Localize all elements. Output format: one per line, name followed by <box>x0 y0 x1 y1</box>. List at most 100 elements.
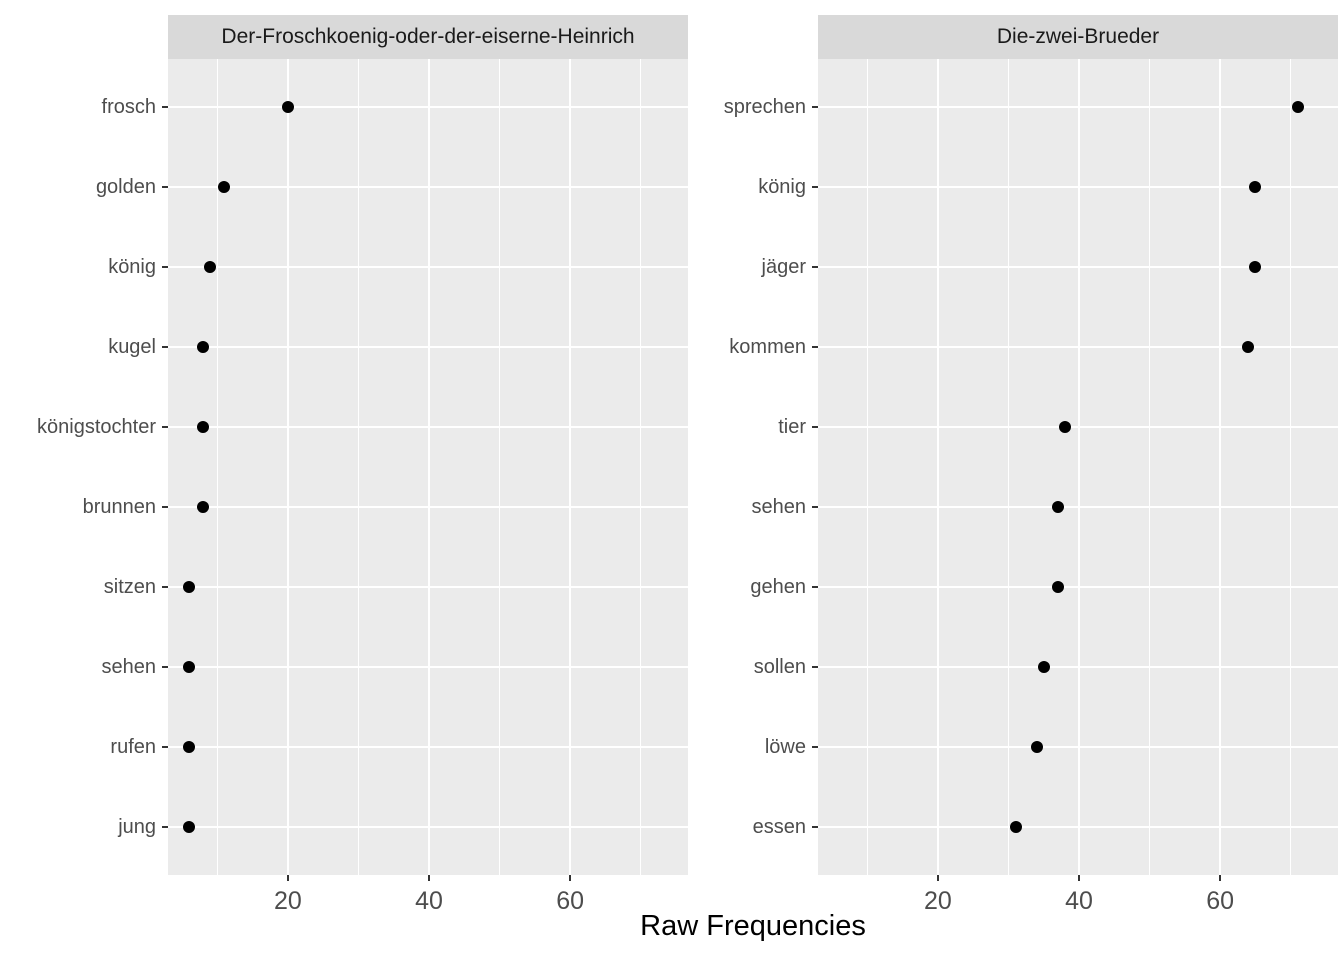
y-tick <box>812 586 818 588</box>
data-point <box>204 261 217 273</box>
y-gridline <box>168 506 688 508</box>
y-gridline <box>168 586 688 588</box>
y-tick <box>812 746 818 748</box>
x-gridline-minor <box>216 59 218 875</box>
x-tick-label: 60 <box>1206 887 1235 915</box>
data-point <box>197 341 210 353</box>
y-tick <box>162 586 168 588</box>
data-point <box>197 501 210 513</box>
data-point <box>1030 741 1043 753</box>
x-tick <box>286 875 289 881</box>
x-gridline-minor <box>1149 59 1151 875</box>
x-gridline-major <box>1219 59 1222 875</box>
y-gridline <box>818 826 1338 828</box>
y-axis-label: golden <box>95 176 156 198</box>
y-gridline <box>168 426 688 428</box>
y-tick <box>162 266 168 268</box>
y-tick <box>162 186 168 188</box>
y-tick <box>162 426 168 428</box>
y-tick <box>812 346 818 348</box>
y-gridline <box>168 186 688 188</box>
y-tick <box>812 506 818 508</box>
y-axis-label: brunnen <box>82 496 156 518</box>
y-gridline <box>818 266 1338 268</box>
y-tick <box>162 106 168 108</box>
y-tick <box>162 746 168 748</box>
data-point <box>183 741 196 753</box>
y-axis-label: rufen <box>110 736 156 758</box>
x-tick <box>936 875 939 881</box>
y-tick <box>812 186 818 188</box>
x-gridline-major <box>286 59 289 875</box>
y-tick <box>812 266 818 268</box>
plot-panel-right <box>818 59 1338 875</box>
facet-title-right: Die-zwei-Brueder <box>996 25 1160 48</box>
y-tick <box>162 666 168 668</box>
y-gridline <box>818 186 1338 188</box>
x-gridline-minor <box>358 59 359 875</box>
x-axis-title: Raw Frequencies <box>640 910 866 942</box>
x-tick-label: 20 <box>924 887 952 915</box>
y-axis-label: frosch <box>101 96 156 118</box>
data-point <box>197 421 210 433</box>
x-tick <box>1219 875 1222 881</box>
x-gridline-minor <box>1290 59 1292 875</box>
y-gridline <box>818 506 1338 508</box>
x-gridline-minor <box>1008 59 1009 875</box>
y-gridline <box>818 586 1338 588</box>
data-point <box>1249 261 1262 273</box>
y-axis-label: jäger <box>761 256 806 278</box>
x-tick-label: 20 <box>274 887 302 915</box>
y-tick <box>812 666 818 668</box>
data-point <box>1242 341 1255 353</box>
y-axis-label: kugel <box>108 336 156 358</box>
x-tick <box>428 875 431 881</box>
y-gridline <box>818 746 1338 748</box>
y-axis-label: gehen <box>750 576 806 598</box>
y-axis-label: königstochter <box>37 416 156 438</box>
y-axis-label: löwe <box>764 736 806 758</box>
y-gridline <box>168 346 688 348</box>
data-point <box>218 181 231 193</box>
y-gridline <box>168 746 688 748</box>
facet-title-left: Der-Froschkoenig-oder-der-eiserne-Heinri… <box>221 25 635 48</box>
y-axis-label: sollen <box>753 656 806 678</box>
y-tick <box>812 826 818 828</box>
y-tick <box>162 826 168 828</box>
x-tick <box>1078 875 1081 881</box>
y-tick <box>812 106 818 108</box>
y-gridline <box>818 666 1338 668</box>
y-axis-label: sehen <box>751 496 807 518</box>
facet-zwei-brueder: Die-zwei-Brueder sprechen könig jäger komme… <box>724 15 1338 915</box>
x-gridline-major <box>428 59 431 875</box>
data-point <box>281 101 294 113</box>
x-gridline-major <box>936 59 939 875</box>
y-gridline <box>818 106 1338 108</box>
x-tick-label: 40 <box>415 887 443 915</box>
data-point <box>1009 821 1022 833</box>
y-axis-label: jung <box>118 816 156 838</box>
data-point <box>1249 181 1262 193</box>
x-gridline-minor <box>640 59 642 875</box>
data-point <box>1051 581 1064 593</box>
y-gridline <box>818 346 1338 348</box>
facet-strip-right: Die-zwei-Brueder <box>818 15 1338 59</box>
x-gridline-minor <box>499 59 501 875</box>
facet-froschkoenig: Der-Froschkoenig-oder-der-eiserne-Heinri… <box>37 15 688 915</box>
y-axis-label: tier <box>778 416 806 438</box>
x-gridline-minor <box>866 59 868 875</box>
plot-panel-left <box>168 59 688 875</box>
data-point <box>1291 101 1304 113</box>
y-axis-label: sehen <box>101 656 157 678</box>
x-tick-label: 60 <box>556 887 585 915</box>
facet-strip-left: Der-Froschkoenig-oder-der-eiserne-Heinri… <box>168 15 688 59</box>
y-tick <box>162 506 168 508</box>
x-tick <box>569 875 572 881</box>
y-axis-label: sitzen <box>103 576 156 598</box>
data-point <box>1037 661 1050 673</box>
y-gridline <box>168 826 688 828</box>
data-point <box>183 581 196 593</box>
x-tick-label: 40 <box>1065 887 1093 915</box>
data-point <box>1058 421 1071 433</box>
